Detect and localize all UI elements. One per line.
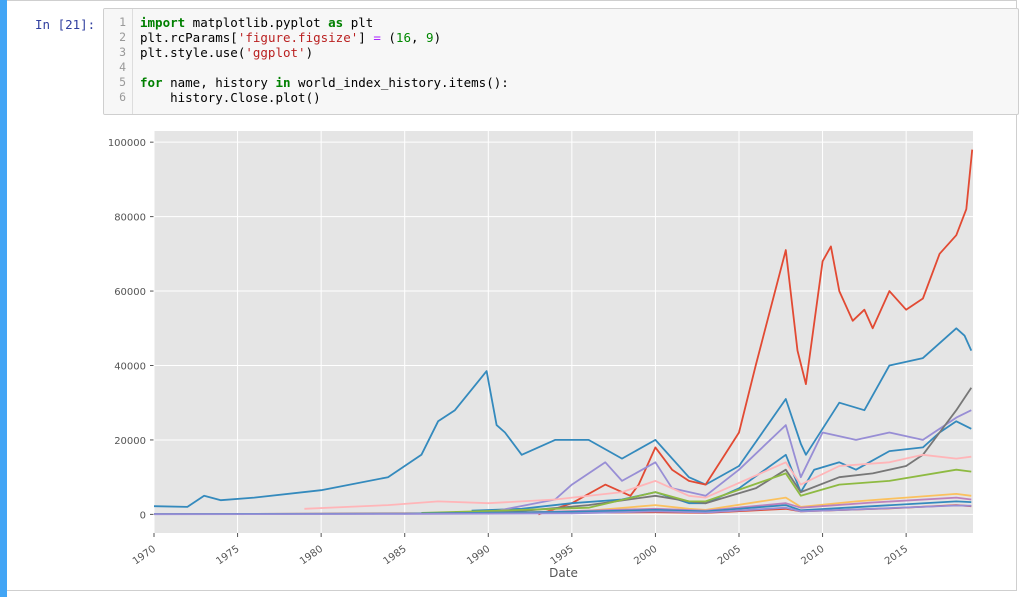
series-line-6 (421, 468, 972, 514)
line-number: 3 (119, 45, 126, 59)
line-number: 5 (119, 75, 126, 89)
y-tick-label: 100000 (108, 138, 146, 149)
code-token: ) (305, 45, 314, 60)
x-tick-label: 1995 (549, 544, 576, 568)
plot-area (154, 131, 973, 533)
series-line-10 (153, 500, 972, 515)
code-token: in (275, 75, 291, 90)
code-token: plt.style.use( (140, 45, 246, 60)
series-line-11 (153, 504, 972, 516)
selected-cell-indicator (0, 0, 7, 597)
x-tick-label: 1975 (214, 544, 241, 568)
code-token: plt (343, 15, 374, 30)
code-token: name, history (162, 75, 276, 90)
line-number: 2 (119, 30, 126, 44)
y-tick-label: 80000 (114, 213, 146, 224)
input-prompt: In [21]: (35, 17, 96, 32)
code-line: plt.style.use('ggplot') (140, 45, 313, 60)
x-tick-label: 1990 (465, 544, 492, 568)
x-tick-label: 1985 (382, 544, 409, 568)
code-token: plt.rcParams[ (140, 30, 238, 45)
code-token: ) (433, 30, 442, 45)
code-line: plt.rcParams['figure.figsize'] = (16, 9) (140, 30, 441, 45)
code-token: , (410, 30, 427, 45)
code-line: history.Close.plot() (140, 90, 321, 105)
code-token: import (140, 15, 186, 30)
series-line-3 (488, 409, 972, 514)
code-token: 9 (426, 30, 434, 45)
code-token: ] (358, 30, 374, 45)
line-number: 1 (119, 15, 126, 29)
code-token: 'figure.figsize' (237, 30, 359, 45)
x-tick-label: 2005 (716, 544, 743, 568)
line-chart: 0 20000 40000 60000 80000 100000 1970 1975 1980 1… (108, 131, 974, 580)
code-token: matplotlib.pyplot (185, 15, 329, 30)
code-token: 'ggplot' (245, 45, 306, 60)
x-tick-label: 2015 (883, 544, 910, 568)
series-line-7 (304, 453, 972, 510)
y-tick-label: 40000 (114, 362, 146, 373)
y-tick-label: 20000 (114, 436, 146, 447)
y-tick-label: 60000 (114, 287, 146, 298)
code-token: 16 (395, 30, 411, 45)
series-line-5 (488, 493, 972, 515)
code-token: as (328, 15, 344, 30)
code-line: import matplotlib.pyplot as plt (140, 15, 373, 30)
x-tick-label: 1970 (131, 544, 158, 568)
x-axis-label: Date (549, 566, 578, 580)
code-token: = (373, 30, 381, 45)
x-tick-label: 2010 (799, 544, 826, 568)
x-tick-label: 2000 (632, 544, 659, 568)
code-token: world_index_history.items(): (290, 75, 509, 90)
code-token: history.Close.plot() (140, 90, 321, 105)
x-tick-label: 1980 (298, 544, 325, 568)
code-token: for (140, 75, 163, 90)
line-number: 6 (119, 90, 126, 104)
series-line-0 (153, 327, 973, 508)
line-number: 4 (119, 60, 126, 74)
code-line: for name, history in world_index_history… (140, 75, 509, 90)
code-token: ( (380, 30, 396, 45)
y-tick-label: 0 (140, 510, 146, 521)
